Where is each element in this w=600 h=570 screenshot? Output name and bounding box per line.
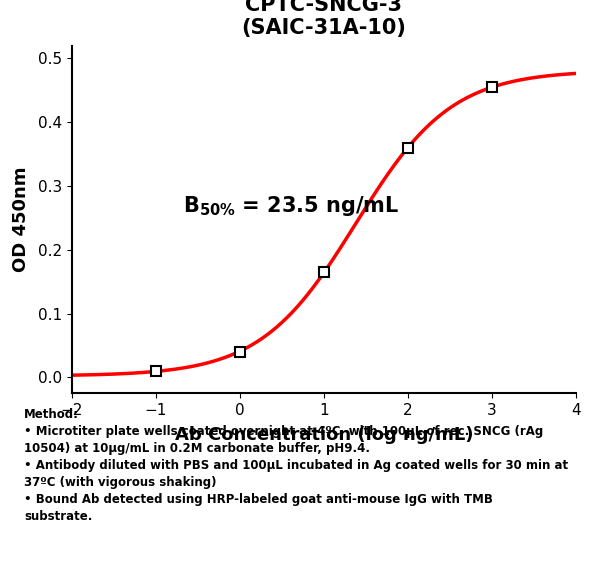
Title: CPTC-SNCG-3
(SAIC-31A-10): CPTC-SNCG-3 (SAIC-31A-10) bbox=[242, 0, 406, 39]
Text: $\mathbf{B_{50\%}}$ = 23.5 ng/mL: $\mathbf{B_{50\%}}$ = 23.5 ng/mL bbox=[183, 194, 399, 218]
X-axis label: Ab Concentration (log ng/mL): Ab Concentration (log ng/mL) bbox=[175, 426, 473, 445]
Text: Method:
• Microtiter plate wells coated overnight at 4ºC  with 100μL of rec. SNC: Method: • Microtiter plate wells coated … bbox=[24, 408, 568, 523]
Y-axis label: OD 450nm: OD 450nm bbox=[11, 166, 29, 272]
